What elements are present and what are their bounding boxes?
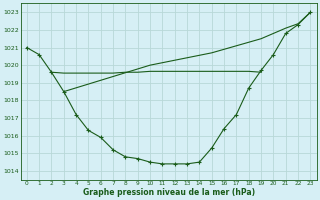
X-axis label: Graphe pression niveau de la mer (hPa): Graphe pression niveau de la mer (hPa) bbox=[83, 188, 255, 197]
